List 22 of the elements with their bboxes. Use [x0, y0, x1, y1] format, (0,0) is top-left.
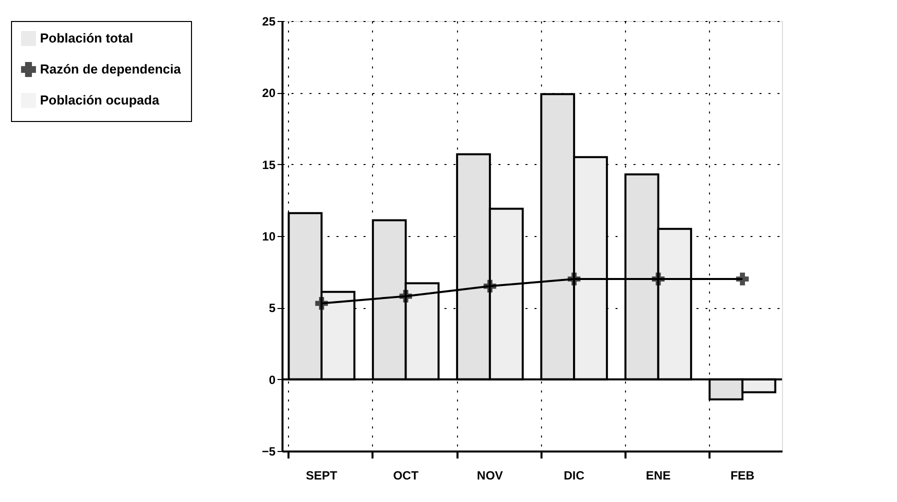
x-tick-label: DIC [564, 468, 585, 482]
y-tick-label: −5 [262, 444, 276, 458]
point [484, 280, 496, 292]
x-tick-label: OCT [393, 468, 420, 482]
legend-label: Razón de dependencia [40, 62, 182, 76]
y-tick-label: 5 [268, 301, 276, 316]
y-tick-label: 0 [268, 372, 276, 387]
x-tick-label: NOV [476, 468, 503, 482]
point [652, 272, 665, 286]
legend-label: Población total [40, 30, 134, 46]
x-tick-label: SEPT [306, 468, 338, 482]
point [568, 272, 580, 286]
y-tick-label: 20 [262, 86, 276, 100]
x-tick-label: FEB [730, 468, 755, 482]
point [736, 272, 749, 286]
point [315, 297, 328, 310]
y-tick-label: 15 [262, 158, 276, 172]
y-tick-label: 25 [262, 14, 276, 28]
y-tick-label: 10 [262, 230, 276, 244]
x-tick-label: ENE [646, 468, 671, 482]
point [399, 290, 412, 303]
legend-label: Población ocupada [40, 92, 160, 108]
